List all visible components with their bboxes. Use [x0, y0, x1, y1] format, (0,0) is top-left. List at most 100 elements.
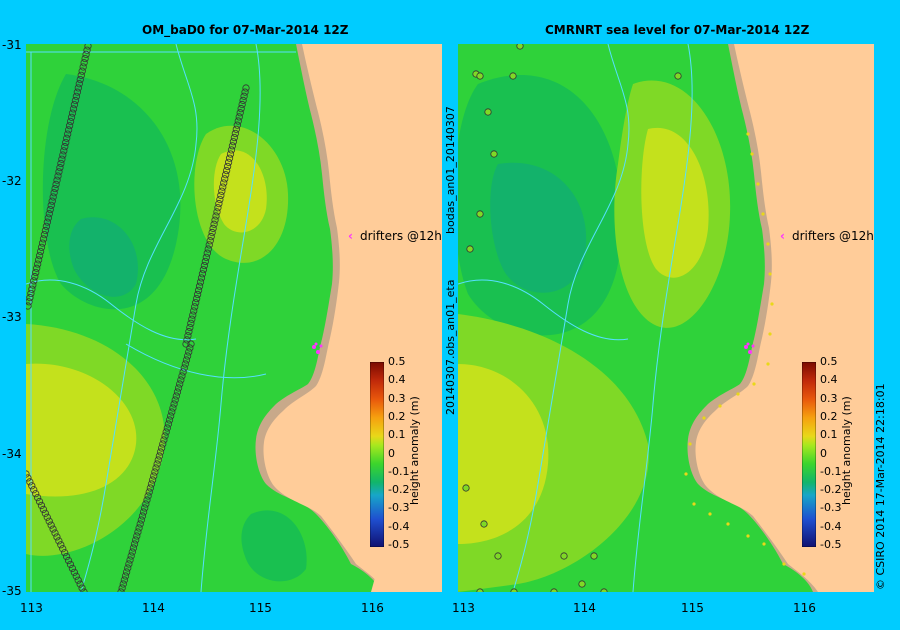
- track-point: [60, 147, 68, 155]
- obs-point-small: [708, 512, 712, 516]
- track-point: [51, 184, 59, 193]
- track-point: [237, 105, 245, 113]
- track-point: [198, 270, 207, 278]
- obs-point: [560, 552, 568, 560]
- track-point: [211, 216, 219, 224]
- track-point: [194, 290, 202, 299]
- track-point: [72, 92, 80, 100]
- track-point: [188, 315, 196, 323]
- track-point: [127, 552, 135, 560]
- obs-point: [476, 588, 484, 592]
- lon-tick-label: 113: [20, 601, 43, 615]
- track-point: [207, 233, 215, 241]
- track-point: [83, 46, 91, 54]
- obs-point: [550, 588, 558, 592]
- track-point: [152, 464, 160, 472]
- drifter-markers: [744, 342, 755, 354]
- track-point: [202, 253, 210, 261]
- track-point: [30, 486, 38, 494]
- track-point: [141, 504, 149, 512]
- land: [263, 44, 442, 592]
- track-point: [196, 278, 205, 286]
- track-point: [187, 319, 195, 327]
- obs-point: [578, 580, 586, 588]
- track-point: [53, 533, 61, 541]
- obs-point: [509, 72, 517, 80]
- map-canvas-right[interactable]: [458, 44, 874, 592]
- colorbar-tick-label: 0.5: [820, 355, 838, 368]
- track-point: [145, 488, 153, 496]
- track-point: [129, 544, 138, 552]
- track-point: [219, 183, 227, 191]
- track-point: [46, 205, 54, 214]
- track-point: [35, 497, 44, 506]
- track-point: [70, 568, 78, 576]
- obs-point-small: [761, 212, 765, 216]
- track-point: [210, 220, 218, 228]
- observation-markers: [462, 44, 806, 592]
- track-point: [230, 133, 238, 142]
- track-point: [26, 294, 34, 302]
- track-point: [29, 281, 37, 289]
- track-point: [76, 580, 84, 588]
- track-point: [217, 191, 225, 199]
- track-point: [197, 274, 206, 282]
- track-point: [26, 470, 30, 478]
- drifter-arrow-icon: ‹: [780, 229, 785, 243]
- track-point: [206, 237, 214, 245]
- track-point: [223, 166, 231, 175]
- track-point: [185, 328, 193, 336]
- track-point: [43, 513, 51, 521]
- lon-tick-label: 116: [361, 601, 384, 615]
- track-point: [181, 360, 189, 368]
- obs-point-small: [768, 272, 772, 276]
- track-point: [239, 96, 247, 104]
- colorbar-tick-label: 0: [388, 446, 395, 460]
- track-point: [124, 564, 132, 572]
- map-canvas-left[interactable]: [26, 44, 442, 592]
- obs-point: [476, 210, 484, 218]
- map-panel-right: [458, 44, 874, 592]
- colorbar-tick-label: -0.4: [388, 519, 410, 533]
- track-point: [137, 516, 145, 524]
- track-point: [54, 172, 62, 180]
- obs-point-small: [802, 572, 806, 576]
- track-point: [153, 460, 161, 468]
- track-point: [132, 536, 140, 544]
- track-point: [55, 537, 63, 545]
- track-point: [37, 243, 46, 251]
- track-point: [78, 584, 86, 592]
- obs-point-small: [766, 242, 770, 246]
- track-point: [68, 109, 77, 117]
- track-point: [143, 496, 151, 504]
- track-point: [49, 193, 57, 201]
- track-point: [192, 299, 200, 307]
- track-point: [156, 448, 165, 456]
- track-point: [240, 92, 248, 100]
- track-point: [136, 520, 144, 528]
- colorbar-tick-label: 0.3: [820, 391, 838, 405]
- track-point: [158, 444, 166, 452]
- colorbar-tick-label: 0.4: [388, 373, 406, 387]
- track-point: [80, 59, 88, 67]
- colorbar-tick-label: 0.1: [820, 428, 838, 442]
- track-point: [45, 517, 53, 525]
- obs-point: [516, 44, 524, 50]
- colorbar-tick-label: -0.2: [820, 483, 842, 497]
- colorbar-tick-label: 0.4: [820, 373, 838, 387]
- track-point: [27, 289, 35, 298]
- track-point: [78, 67, 86, 75]
- track-point: [220, 179, 228, 187]
- track-point: [212, 212, 220, 220]
- track-point: [130, 540, 139, 548]
- track-point: [215, 200, 223, 208]
- obs-point-small: [766, 362, 770, 366]
- lat-tick-label: -33: [2, 310, 22, 324]
- lat-tick-label: -31: [2, 38, 22, 52]
- track-point: [218, 187, 226, 195]
- map-panel-left: [26, 44, 442, 592]
- track-point: [44, 214, 52, 222]
- track-point: [64, 556, 73, 565]
- track-point: [76, 75, 84, 84]
- obs-point: [600, 588, 608, 592]
